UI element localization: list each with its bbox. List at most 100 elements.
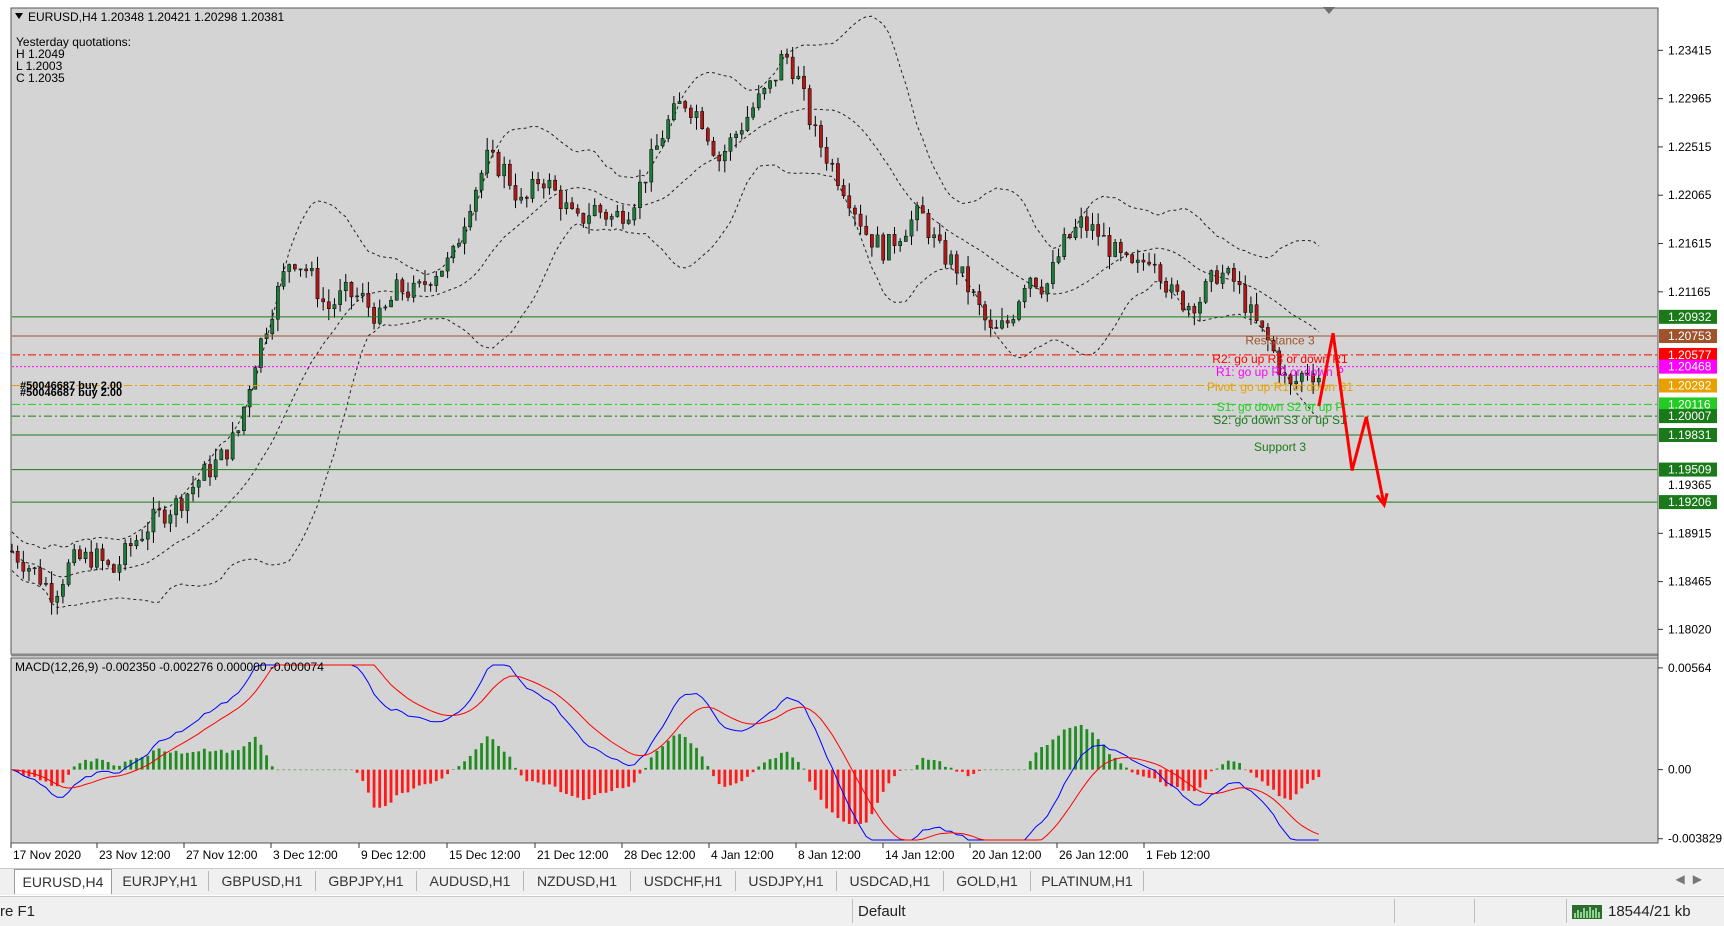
macd-histogram-bar: [548, 769, 551, 785]
tab-audusd-h1[interactable]: AUDUSD,H1: [417, 871, 524, 891]
candle-body: [530, 179, 535, 199]
tab-gold-h1[interactable]: GOLD,H1: [944, 871, 1031, 891]
macd-histogram-bar: [412, 769, 416, 789]
candle-body: [372, 307, 376, 324]
macd-histogram-bar: [84, 759, 87, 770]
candle-body: [626, 219, 631, 224]
time-axis: 17 Nov 2020 23 Nov 12:00 27 Nov 12:00 3 Dec…: [10, 843, 1210, 862]
macd-histogram-bar: [791, 757, 795, 770]
macd-histogram-bar: [316, 769, 319, 771]
shift-marker-icon[interactable]: [1323, 7, 1335, 14]
macd-histogram-bar: [1062, 729, 1066, 770]
time-tick-label: 3 Dec 12:00: [273, 848, 338, 862]
symbol-menu-icon[interactable]: [15, 13, 23, 19]
candle-body: [383, 306, 388, 309]
candle-body: [162, 509, 167, 524]
status-profile[interactable]: Default: [858, 903, 906, 920]
macd-histogram-bar: [118, 765, 121, 770]
candle-body: [360, 292, 365, 297]
macd-histogram-bar: [367, 769, 370, 793]
forecast-arrow: [1317, 332, 1389, 509]
macd-histogram-bar: [185, 752, 189, 770]
macd-histogram-bar: [1051, 739, 1055, 770]
candle-body: [434, 276, 439, 286]
time-tick-label: 20 Jan 12:00: [972, 848, 1042, 862]
tab-gbpjpy-h1[interactable]: GBPJPY,H1: [316, 871, 417, 891]
macd-histogram-bar: [915, 765, 919, 770]
macd-histogram-bar: [310, 769, 314, 771]
candle-body: [287, 264, 292, 272]
tab-platinum-h1[interactable]: PLATINUM,H1: [1031, 871, 1144, 891]
candle-body: [298, 268, 303, 271]
candle-body: [326, 301, 331, 309]
candle-body: [1254, 304, 1259, 322]
macd-histogram-bar: [785, 751, 789, 770]
forecast-arrowhead: [1375, 492, 1389, 509]
candle-body: [1101, 235, 1106, 237]
level-price-label: 1.20753: [1668, 329, 1712, 343]
candle-body: [966, 266, 970, 293]
macd-histogram-bar: [853, 769, 857, 825]
macd-histogram-bar: [1006, 769, 1010, 771]
macd-histogram-bar: [536, 769, 540, 783]
level-price-label: 1.19831: [1668, 428, 1712, 442]
macd-histogram-bar: [1130, 769, 1134, 773]
macd-histogram-bar: [1040, 747, 1043, 770]
tab-usdjpy-h1[interactable]: USDJPY,H1: [736, 871, 837, 891]
macd-pane[interactable]: [10, 657, 1659, 844]
candle-body: [655, 145, 659, 150]
candle-body: [1294, 381, 1299, 385]
macd-histogram-bar: [830, 769, 834, 813]
candle-body: [253, 367, 258, 390]
macd-histogram-bar: [423, 769, 427, 785]
level-price-badge: [1659, 359, 1717, 374]
tab-usdcad-h1[interactable]: USDCAD,H1: [837, 871, 944, 891]
macd-histogram-bar: [152, 750, 155, 770]
macd-histogram-bar: [638, 769, 642, 774]
candle-body: [440, 270, 444, 277]
macd-histogram-bar: [451, 769, 455, 770]
candle-body: [734, 133, 738, 138]
connection-status-icon[interactable]: [1572, 905, 1602, 919]
macd-histogram-bar: [502, 751, 506, 770]
candle-body: [145, 531, 150, 540]
macd-histogram-bar: [95, 758, 99, 770]
price-axis: 1.23415 1.22965 1.22515 1.22065 1.21615 1.211…: [1658, 43, 1717, 636]
macd-histogram-bar: [994, 769, 998, 771]
tab-eurusd-h4[interactable]: EURUSD,H4: [14, 869, 112, 894]
macd-histogram-bar: [1192, 769, 1196, 792]
macd-histogram-bar: [802, 768, 806, 770]
macd-histogram-bar: [768, 759, 772, 770]
macd-histogram-bar: [1187, 769, 1191, 791]
candle-body: [717, 155, 721, 162]
macd-histogram-bar: [774, 758, 778, 770]
tab-nzdusd-h1[interactable]: NZDUSD,H1: [524, 871, 631, 891]
candle-body: [1039, 286, 1044, 295]
tab-eurjpy-h1[interactable]: EURJPY,H1: [112, 871, 209, 891]
candle-body: [1107, 235, 1112, 257]
time-tick-label: 26 Jan 12:00: [1059, 848, 1129, 862]
macd-histogram-bar: [327, 769, 331, 771]
macd-histogram-bar: [570, 769, 574, 797]
macd-histogram-bar: [1277, 769, 1281, 797]
tab-usdchf-h1[interactable]: USDCHF,H1: [631, 871, 736, 891]
price-tick-label: 1.18465: [1668, 575, 1712, 589]
macd-histogram-bar: [101, 759, 104, 770]
candle-body: [739, 130, 744, 135]
macd-histogram-bar: [491, 739, 495, 770]
quotation-low: L 1.2003: [16, 59, 63, 73]
candle-body: [349, 281, 354, 298]
macd-histogram-bar: [208, 751, 212, 770]
candle-body: [604, 211, 608, 220]
order-label-stack[interactable]: #50046687 buy 2.00: [20, 387, 122, 399]
tab-scroll-arrows-icon[interactable]: ◀▶: [1675, 872, 1710, 886]
macd-histogram-bar: [242, 746, 246, 770]
order-label[interactable]: #50046687 buy 2.00: [20, 380, 122, 392]
tab-gbpusd-h1[interactable]: GBPUSD,H1: [209, 871, 316, 891]
macd-histogram-bar: [1108, 754, 1111, 770]
candle-body: [507, 163, 512, 186]
candle-body: [643, 181, 648, 184]
quotation-title: Yesterday quotations:: [16, 35, 131, 49]
price-pane[interactable]: [10, 7, 1659, 655]
